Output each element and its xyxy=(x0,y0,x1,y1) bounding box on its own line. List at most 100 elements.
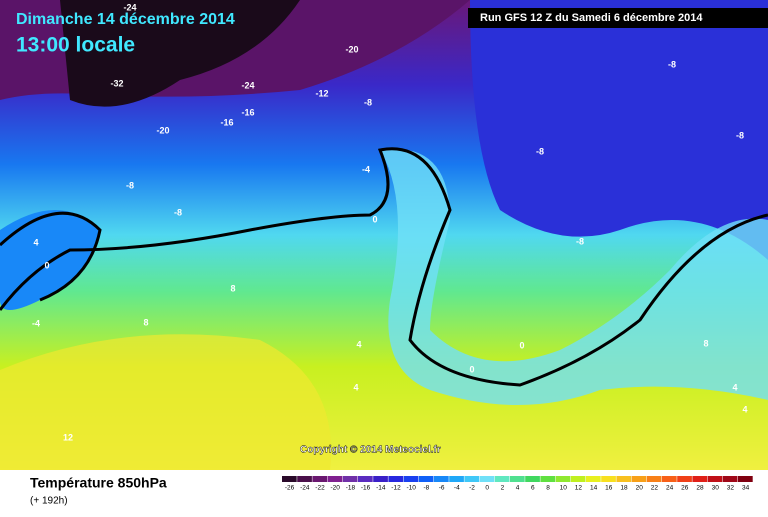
scale-label: -26 xyxy=(285,485,295,492)
scale-swatch xyxy=(510,476,525,482)
scale-swatch xyxy=(616,476,632,482)
scale-label: 34 xyxy=(742,485,750,492)
scale-swatch xyxy=(418,476,434,482)
scale-label: -2 xyxy=(469,485,475,492)
scale-label: -4 xyxy=(454,485,460,492)
contour-label: -4 xyxy=(362,164,370,174)
scale-swatch xyxy=(707,476,723,482)
contour-label: -16 xyxy=(220,117,233,127)
scale-swatch xyxy=(570,476,586,482)
europe-trough xyxy=(380,148,768,405)
scale-swatch xyxy=(342,476,358,482)
contour-label: 0 xyxy=(44,260,49,270)
contour-label: -8 xyxy=(536,146,544,156)
scale-label: 30 xyxy=(712,485,720,492)
scale-label: -22 xyxy=(315,485,325,492)
scale-swatch xyxy=(540,476,556,482)
scale-swatch xyxy=(358,476,373,482)
warm-sector xyxy=(0,334,332,470)
scale-swatch xyxy=(297,476,312,482)
contour-label: -8 xyxy=(736,130,744,140)
scale-label: 2 xyxy=(501,485,505,492)
scale-swatch xyxy=(586,476,601,482)
scale-swatch xyxy=(601,476,616,482)
contour-label: -4 xyxy=(32,318,40,328)
cold-core xyxy=(60,0,300,107)
copyright: Copyright © 2014 Meteociel.fr xyxy=(300,445,441,456)
isotherm xyxy=(0,211,102,302)
scale-label: 6 xyxy=(531,485,535,492)
scale-swatch xyxy=(692,476,708,482)
contour-label: -20 xyxy=(156,125,169,135)
scale-swatch xyxy=(555,476,571,482)
scale-swatch xyxy=(312,476,328,482)
scale-label: -20 xyxy=(330,485,340,492)
scale-swatch xyxy=(464,476,480,482)
scale-label: 0 xyxy=(485,485,489,492)
scale-label: -14 xyxy=(376,485,386,492)
scale-swatch xyxy=(403,476,419,482)
contour-label: -8 xyxy=(174,207,182,217)
contour-label: -8 xyxy=(364,97,372,107)
scale-swatch xyxy=(722,476,738,482)
run-info: Run GFS 12 Z du Samedi 6 décembre 2014 xyxy=(480,12,703,24)
contour-label: -8 xyxy=(668,59,676,69)
scale-swatch xyxy=(646,476,662,482)
time: 13:00 locale xyxy=(16,34,135,57)
scale-swatch xyxy=(494,476,510,482)
scale-swatch xyxy=(631,476,647,482)
scale-swatch xyxy=(662,476,677,482)
contour-label: 4 xyxy=(732,382,737,392)
scale-label: -8 xyxy=(424,485,430,492)
scale-label: 14 xyxy=(590,485,598,492)
footer-title: Température 850hPa xyxy=(30,475,167,491)
scale-label: 8 xyxy=(546,485,550,492)
scale-label: -6 xyxy=(439,485,445,492)
contour-label: -32 xyxy=(110,78,123,88)
zero-isotherm xyxy=(0,147,768,387)
date: Dimanche 14 décembre 2014 xyxy=(16,11,235,28)
contour-label: -8 xyxy=(576,236,584,246)
contour-label: 8 xyxy=(230,283,235,293)
scale-label: 18 xyxy=(620,485,628,492)
contour-label: 12 xyxy=(63,432,73,442)
scale-swatch xyxy=(434,476,449,482)
scale-swatch xyxy=(388,476,404,482)
scale-swatch xyxy=(479,476,495,482)
scale-swatch xyxy=(282,476,297,482)
east-cold xyxy=(470,0,768,260)
scale-label: 28 xyxy=(696,485,704,492)
scale-swatch xyxy=(327,476,343,482)
scale-swatch xyxy=(525,476,540,482)
scale-swatch xyxy=(449,476,464,482)
scale-label: 10 xyxy=(560,485,568,492)
scale-swatch xyxy=(677,476,692,482)
scale-swatch xyxy=(373,476,388,482)
scale-label: 20 xyxy=(636,485,644,492)
scale-label: 4 xyxy=(516,485,520,492)
contour-label: 0 xyxy=(469,364,474,374)
contour-label: 4 xyxy=(33,237,38,247)
contour-label: 8 xyxy=(143,317,148,327)
scale-label: 24 xyxy=(666,485,674,492)
scale-label: -10 xyxy=(406,485,416,492)
scale-label: 26 xyxy=(681,485,689,492)
scale-label: -18 xyxy=(346,485,356,492)
contour-label: -20 xyxy=(345,44,358,54)
scale-label: 22 xyxy=(651,485,659,492)
scale-swatch xyxy=(738,476,753,482)
contour-label: 8 xyxy=(703,338,708,348)
footer-subtitle: (+ 192h) xyxy=(30,496,68,507)
contour-label: -16 xyxy=(241,107,254,117)
contour-label: -24 xyxy=(123,2,136,12)
scale-label: 12 xyxy=(575,485,583,492)
contour-label: -8 xyxy=(126,180,134,190)
contour-label: -24 xyxy=(241,80,254,90)
contour-label: 4 xyxy=(353,382,358,392)
scale-label: -12 xyxy=(391,485,401,492)
contour-label: 0 xyxy=(519,340,524,350)
contour-label: 0 xyxy=(372,214,377,224)
scale-label: -16 xyxy=(361,485,371,492)
run-box xyxy=(468,8,768,28)
scale-label: 16 xyxy=(605,485,613,492)
